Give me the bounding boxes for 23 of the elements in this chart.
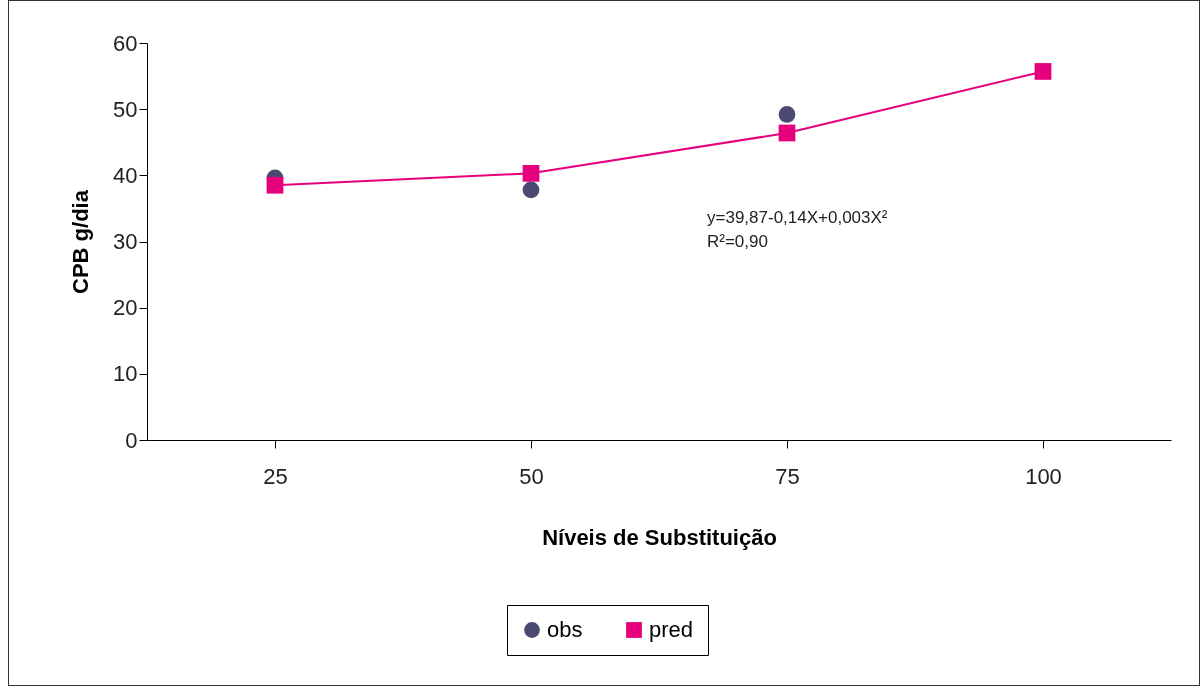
- point: [522, 181, 540, 199]
- point: [778, 106, 796, 123]
- y-tick-label: 10: [113, 361, 138, 387]
- legend-label: pred: [649, 617, 694, 642]
- y-tick-label: 0: [125, 427, 138, 453]
- annotation: y=39,87-0,14X+0,003X²: [707, 208, 888, 227]
- point: [522, 164, 540, 182]
- y-tick-label: 20: [113, 295, 138, 321]
- x-tick-label: 75: [775, 463, 800, 489]
- point: [266, 176, 284, 194]
- annotation: R²=0,90: [707, 232, 768, 251]
- y-axis-title: CPB g/dia: [68, 189, 94, 294]
- y-tick-label: 50: [113, 96, 138, 122]
- x-tick-label: 25: [263, 463, 288, 489]
- point: [1034, 63, 1052, 80]
- x-tick-label: 100: [1025, 463, 1062, 489]
- point: [778, 124, 796, 142]
- y-tick-label: 40: [113, 162, 138, 188]
- y-tick-label: 30: [113, 229, 138, 254]
- x-axis-title: Níveis de Substituição: [542, 524, 777, 550]
- y-tick-label: 60: [113, 30, 138, 56]
- x-tick-label: 50: [519, 463, 544, 489]
- legend-label: obs: [547, 617, 583, 642]
